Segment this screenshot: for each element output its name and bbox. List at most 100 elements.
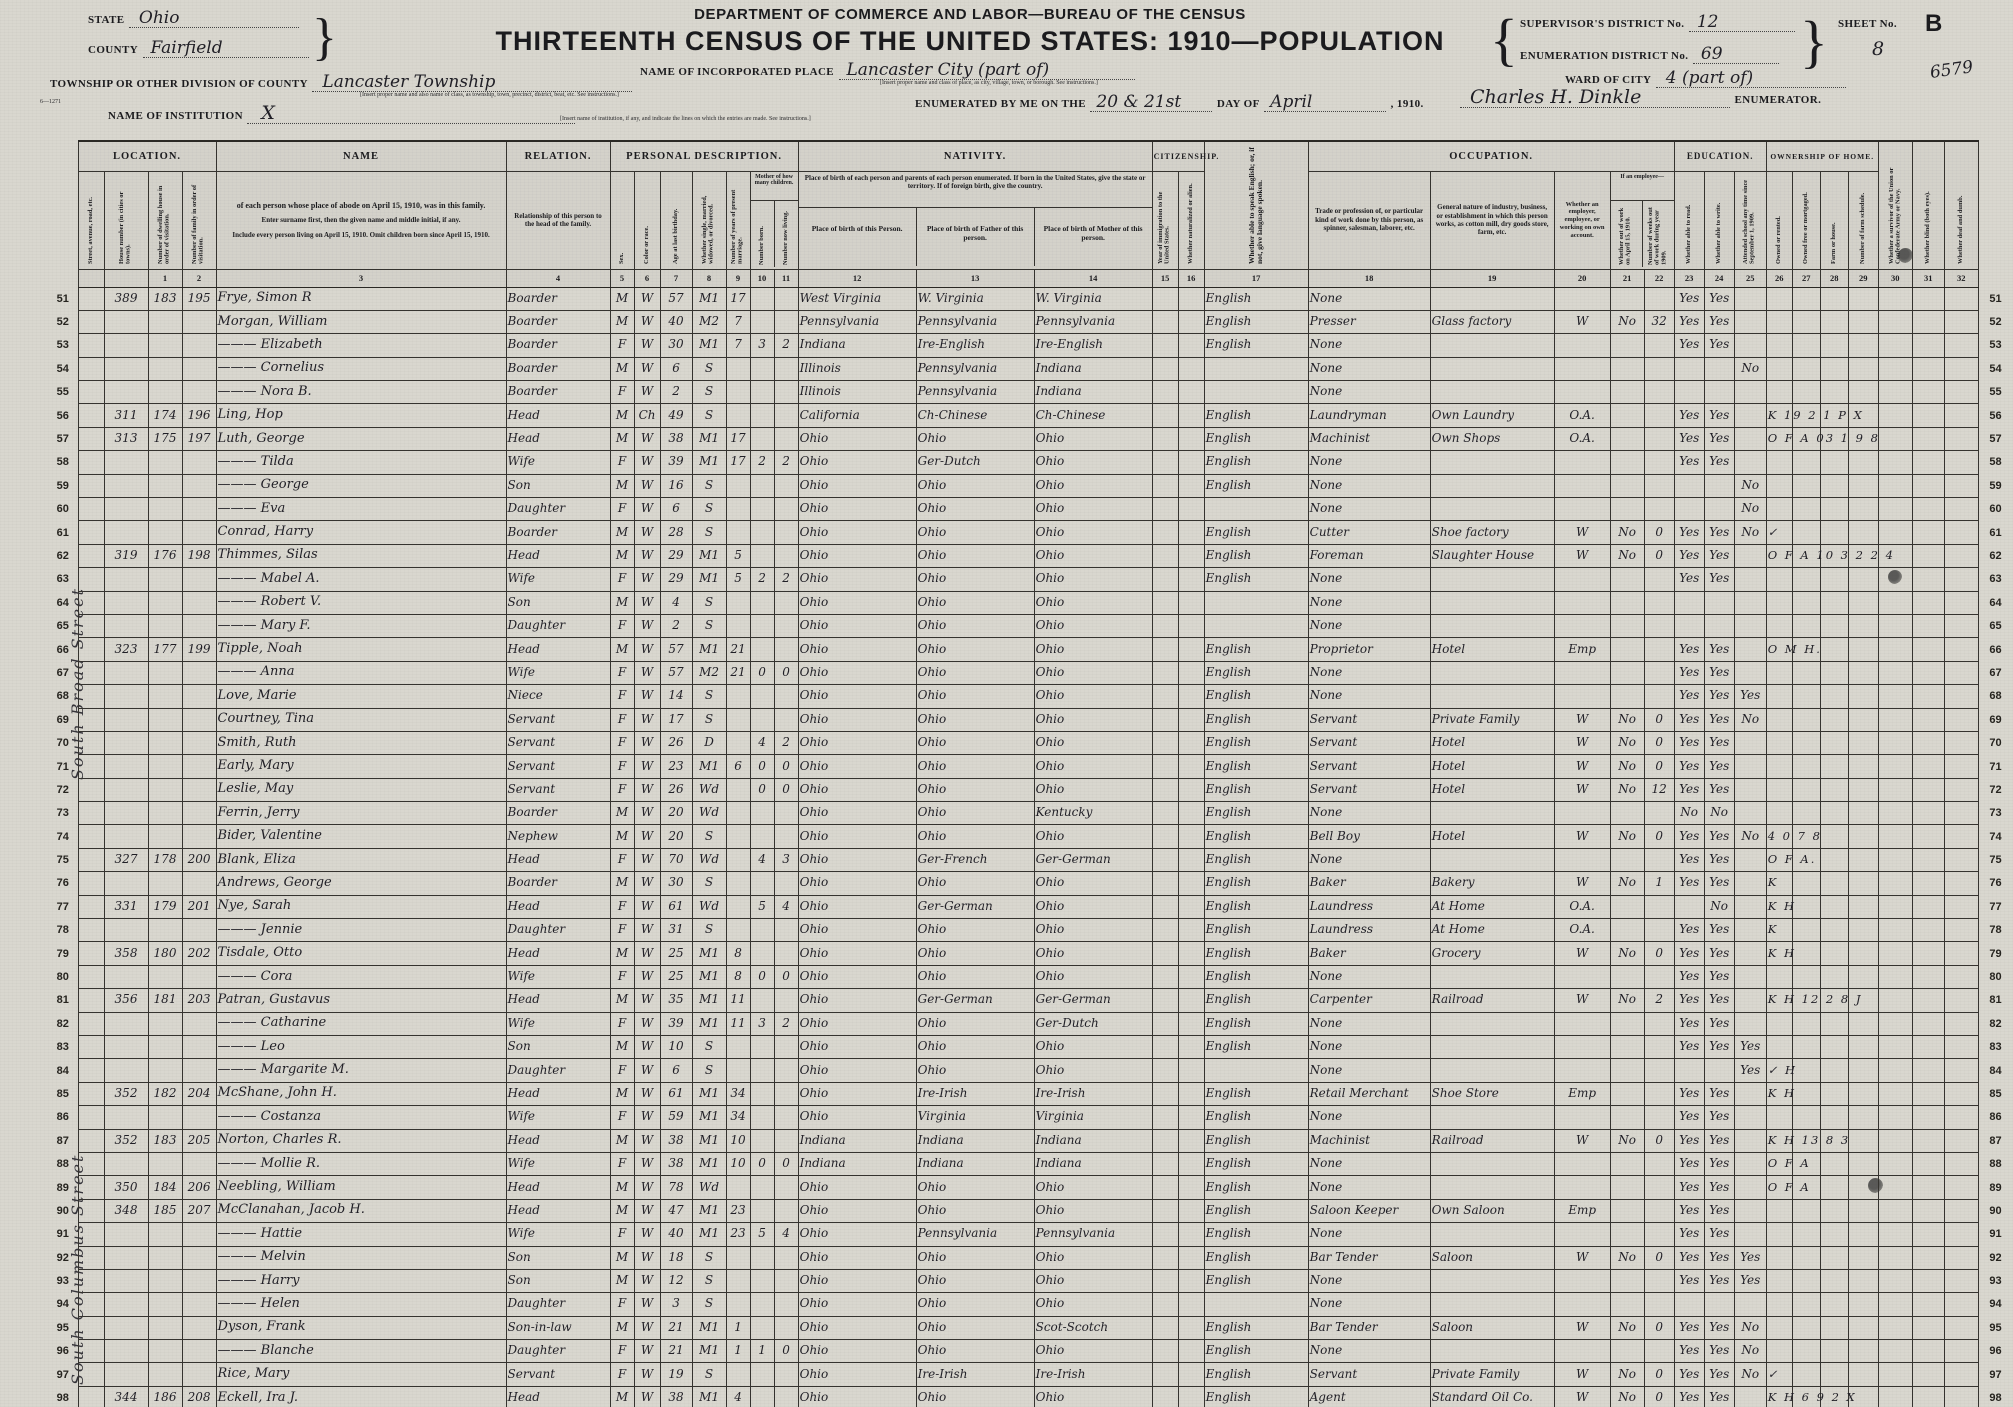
cell-sx: M: [609, 1268, 635, 1294]
cell-ym: 1: [725, 1339, 751, 1364]
cell-vt: [1877, 450, 1913, 475]
cell-eo: W: [1553, 941, 1611, 966]
cell-o4: [1847, 613, 1879, 639]
cell-rl: Son-in-law: [505, 1315, 611, 1341]
cell-nm: ——— Margarite M.: [215, 1058, 507, 1083]
cell-df: [1943, 660, 1979, 686]
cell-df: [1943, 1128, 1979, 1153]
cell-pb: Illinois: [797, 380, 917, 405]
cell-st: [77, 567, 105, 592]
cell-o4: [1847, 660, 1879, 686]
cell-ag: 20: [659, 824, 693, 849]
cell-o2: [1791, 1198, 1821, 1224]
cell-h: [103, 473, 149, 499]
table-row: 58 ——— Tilda Wife F W 39 M1 17 2 2 Ohio Ger-Dutch Oh…: [48, 450, 2012, 475]
cell-sc: [1733, 777, 1767, 803]
cell-pm: Ohio: [1033, 567, 1153, 592]
cell-rd: Yes: [1673, 309, 1705, 335]
cell-na: [1177, 1362, 1205, 1387]
cell-o3: [1819, 543, 1849, 569]
cell-yi: [1151, 567, 1179, 592]
cell-o1: [1765, 660, 1793, 686]
cell-ym: [725, 403, 751, 428]
row-number-left: 66: [56, 643, 69, 656]
row-number-left: 57: [56, 433, 69, 446]
cell-d: [147, 473, 183, 499]
cell-cb: 2: [749, 567, 775, 592]
cell-ind: [1429, 1339, 1555, 1364]
cell-nm: Frye, Simon R: [215, 286, 507, 311]
cell-h: 331: [103, 894, 149, 920]
cell-df: [1943, 988, 1979, 1013]
month-value: April: [1264, 94, 1387, 112]
cell-ind: [1429, 1292, 1555, 1317]
cell-en: English: [1203, 941, 1309, 966]
cell-cb: [749, 988, 775, 1013]
cell-vt: [1877, 918, 1913, 943]
cell-bl: [1911, 1011, 1945, 1037]
cell-sc: No: [1733, 1339, 1767, 1364]
cell-rl: Servant: [505, 1362, 611, 1387]
cell-o3: [1819, 497, 1849, 522]
cell-vt: [1877, 1385, 1913, 1407]
cell-ms: S: [691, 590, 727, 615]
cell-cb: 0: [749, 777, 775, 803]
cell-yi: [1151, 941, 1179, 966]
cell-eo: [1553, 380, 1611, 405]
gutter-header-left: [48, 141, 78, 287]
cell-wr: Yes: [1703, 1339, 1735, 1364]
cell-rd: [1673, 590, 1705, 615]
cell-rd: Yes: [1673, 660, 1705, 686]
cell-o1: [1765, 1339, 1793, 1364]
cell-pm: Ohio: [1033, 871, 1153, 896]
cell-ym: 23: [725, 1222, 751, 1247]
cell-o4: [1847, 1385, 1879, 1407]
cell-vt: [1877, 613, 1913, 639]
cell-tr: Saloon Keeper: [1307, 1198, 1431, 1224]
cell-f: [181, 660, 217, 686]
row-number-left: 75: [56, 854, 69, 867]
cell-nm: ——— Mary F.: [215, 613, 507, 639]
cell-ym: [725, 590, 751, 615]
cell-d: [147, 871, 183, 896]
cell-bl: [1911, 754, 1945, 779]
cell-o1: [1765, 473, 1793, 499]
cell-sc: [1733, 1105, 1767, 1130]
cell-sc: No: [1733, 473, 1767, 499]
cell-o4: [1847, 1105, 1879, 1130]
cell-cb: 3: [749, 1011, 775, 1037]
cell-vt: [1877, 1034, 1913, 1060]
cell-na: [1177, 520, 1205, 545]
cell-h: [103, 380, 149, 405]
cell-o4: [1847, 988, 1879, 1013]
cell-nm: ——— Costanza: [215, 1105, 507, 1130]
cell-h: [103, 824, 149, 849]
cell-na: [1177, 497, 1205, 522]
cell-tr: None: [1307, 660, 1431, 686]
cell-sc: [1733, 918, 1767, 943]
cell-o4: [1847, 637, 1879, 662]
cell-rl: Servant: [505, 754, 611, 779]
cell-pm: Ire-English: [1033, 333, 1153, 358]
cell-eo: O.A.: [1553, 426, 1611, 452]
cell-wk: [1643, 1268, 1675, 1294]
cell-f: 208: [181, 1385, 217, 1407]
row-number-right: 56: [1989, 409, 2002, 422]
cell-d: [147, 520, 183, 545]
cell-o4: [1847, 1198, 1879, 1224]
cell-sc: No: [1733, 1362, 1767, 1387]
cell-rd: [1673, 894, 1705, 920]
cell-sc: [1733, 964, 1767, 990]
cell-vt: [1877, 1198, 1913, 1224]
cell-pf: Ohio: [915, 660, 1035, 686]
cell-cb: [749, 613, 775, 639]
cell-ms: M1: [691, 543, 727, 569]
cell-f: [181, 1339, 217, 1364]
cell-eo: W: [1553, 777, 1611, 803]
cell-nm: Blank, Eliza: [215, 847, 507, 873]
cell-cr: W: [633, 333, 661, 358]
cell-rl: Head: [505, 1128, 611, 1153]
cell-rl: Boarder: [505, 333, 611, 358]
sheet-label: SHEET No.: [1838, 18, 1898, 30]
cell-rl: Wife: [505, 1222, 611, 1247]
